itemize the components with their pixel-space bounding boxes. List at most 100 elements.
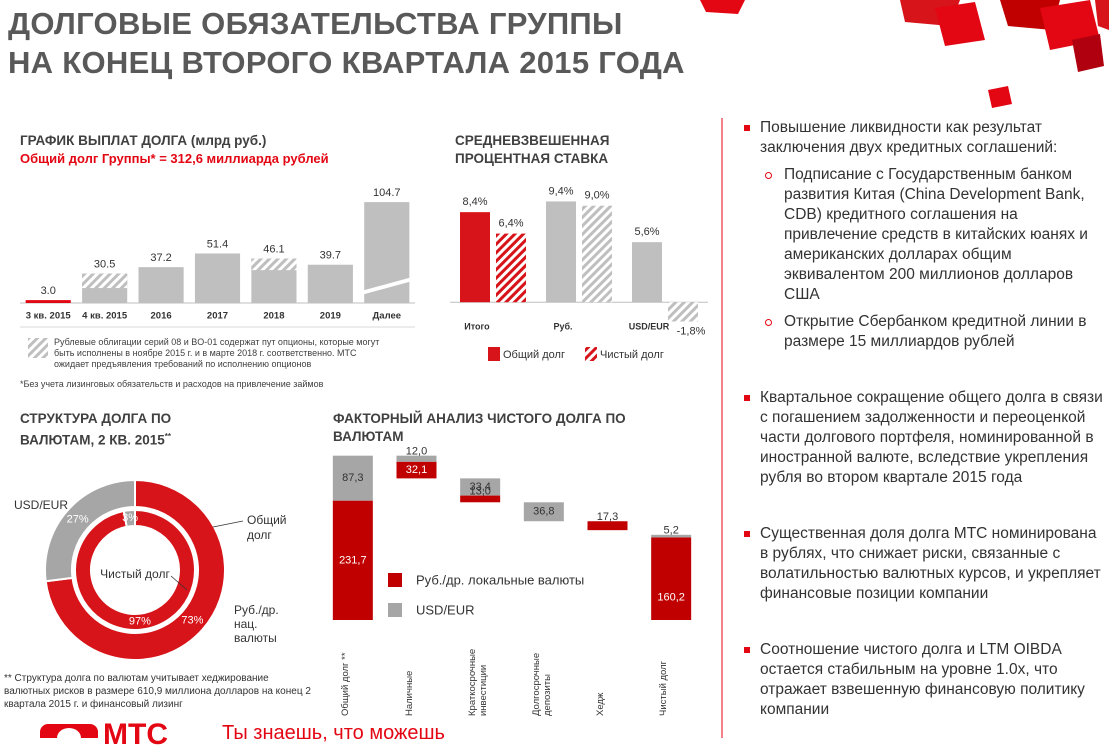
value-label: 46.1 (263, 243, 284, 255)
x-tick-label: Руб. (553, 321, 572, 331)
chart-title-text: СТРУКТУРА ДОЛГА ПО ВАЛЮТАМ, 2 КВ. 2015 (20, 411, 172, 448)
value-label: 97% (129, 616, 151, 628)
value-label: 32,1 (406, 464, 427, 476)
waterfall-segment (396, 461, 437, 479)
donut-segment (44, 478, 226, 661)
value-label: 12,0 (406, 446, 427, 458)
chart-title: ГРАФИК ВЫПЛАТ ДОЛГА (млрд руб.) (20, 132, 420, 150)
value-label: 27% (67, 513, 89, 525)
chart-title: ФАКТОРНЫЙ АНАЛИЗ ЧИСТОГО ДОЛГА ПО ВАЛЮТА… (333, 410, 663, 446)
bar (632, 242, 662, 303)
waterfall-segment (460, 495, 501, 503)
value-label: 39.7 (320, 250, 341, 262)
value-label: 231,7 (339, 555, 367, 567)
x-tick-label: 2018 (263, 311, 284, 322)
bullet-text: Квартальное сокращение общего долга в св… (760, 389, 1103, 486)
waterfall-segment (332, 455, 373, 501)
legend-label: Руб./др. локальные валюты (416, 572, 584, 587)
x-tick-label: 3 кв. 2015 (26, 311, 72, 322)
legend-label: Рублевые облигации серий 08 и BO-01 соде… (54, 337, 380, 369)
x-tick-label: Краткосрочные инвестиции (467, 648, 490, 716)
category-label: USD/EUR (14, 498, 69, 512)
value-label: 73% (181, 614, 203, 626)
bar (307, 264, 353, 303)
legend-swatch (488, 347, 500, 361)
waterfall-segment (587, 521, 628, 531)
x-tick-label: 4 кв. 2015 (82, 311, 128, 322)
leader-line (212, 520, 244, 528)
x-tick-label: 2016 (151, 311, 172, 322)
x-tick-label: Хедж (594, 692, 606, 716)
series-label: Общий долг (247, 513, 287, 542)
value-label: 5,6% (634, 226, 659, 238)
sub-bullet-text: Открытие Сбербанком кредитной линии в ра… (784, 313, 1087, 350)
leader-line (170, 575, 188, 591)
logo-text: МТС (103, 718, 168, 751)
title-line: ДОЛГОВЫЕ ОБЯЗАТЕЛЬСТВА ГРУППЫ (8, 6, 623, 41)
waterfall-segment (651, 534, 692, 538)
bar (460, 212, 490, 303)
x-tick-label: 2019 (320, 311, 341, 322)
bar (546, 201, 576, 303)
bar (668, 302, 698, 322)
slogan: Ты знаешь, что можешь (222, 722, 445, 744)
hatched-segment (82, 273, 128, 289)
x-tick-label: Наличные (403, 670, 415, 716)
value-label: 33,4 (469, 481, 490, 493)
donut-segment (122, 508, 136, 528)
legend-swatch (28, 338, 48, 358)
bullet-list: Повышение ликвидности как результат закл… (742, 118, 1104, 756)
chart-title-text: СРЕДНЕВЗВЕШЕННАЯ ПРОЦЕНТНАЯ СТАВКА (455, 133, 610, 166)
value-label: 36,8 (533, 506, 554, 518)
decor-cubes (700, 0, 1109, 108)
note: ** Структура долга по валютам учитывает … (4, 673, 311, 710)
bullet: Соотношение чистого долга и LTM OIBDA ос… (742, 640, 1104, 720)
value-label: 3% (122, 512, 138, 524)
title-line: НА КОНЕЦ ВТОРОГО КВАРТАЛА 2015 ГОДА (8, 45, 685, 80)
value-label: 51.4 (207, 238, 228, 250)
waterfall-segment (396, 455, 437, 462)
legend-label: USD/EUR (416, 602, 475, 617)
value-label: 87,3 (342, 472, 363, 484)
title-note-mark: ** (164, 432, 171, 441)
hatched-segment (251, 258, 297, 271)
sub-bullet: Открытие Сбербанком кредитной линии в ра… (760, 312, 1104, 352)
sub-bullet: Подписание с Государственным банком разв… (760, 165, 1104, 305)
axis-break (361, 277, 413, 295)
x-tick-label: Общий долг ** (339, 652, 351, 716)
value-label: 37.2 (150, 252, 171, 264)
bar (194, 253, 241, 303)
value-label: 17,3 (597, 511, 618, 523)
sub-bullet-text: Подписание с Государственным банком разв… (784, 166, 1088, 303)
bar (25, 300, 71, 303)
bar (138, 267, 184, 303)
x-tick-label: Чистый долг (658, 660, 670, 716)
page-title: ДОЛГОВЫЕ ОБЯЗАТЕЛЬСТВА ГРУППЫ НА КОНЕЦ В… (8, 4, 685, 82)
waterfall-segment (523, 502, 564, 522)
chart-subtitle: Общий долг Группы* = 312,6 миллиарда руб… (20, 151, 329, 166)
value-label: 13,0 (469, 485, 490, 497)
x-tick-label: Далее (373, 311, 402, 322)
value-label: 9,4% (548, 185, 573, 197)
bullet-text: Соотношение чистого долга и LTM OIBDA ос… (760, 641, 1085, 718)
chart-title: СТРУКТУРА ДОЛГА ПО ВАЛЮТАМ, 2 КВ. 2015** (20, 410, 210, 450)
value-label: 9,0% (584, 190, 609, 202)
bullet-text: Существенная доля долга МТС номинирована… (760, 525, 1101, 602)
chart-title-text: ФАКТОРНЫЙ АНАЛИЗ ЧИСТОГО ДОЛГА ПО ВАЛЮТА… (333, 411, 626, 444)
x-tick-label: Итого (464, 321, 490, 331)
page: {"title": ["ДОЛГОВЫЕ ОБЯЗАТЕЛЬСТВА ГРУПП… (4, 0, 1109, 751)
footnote: *Без учета лизинговых обязательств и рас… (20, 379, 324, 389)
x-tick-label: Долгосрочные депозиты (530, 652, 553, 716)
value-label: 5,2 (664, 525, 679, 537)
donut-segment (74, 508, 196, 631)
bullet: Квартальное сокращение общего долга в св… (742, 388, 1104, 488)
value-label: 104.7 (373, 187, 401, 199)
donut-segment (44, 478, 136, 583)
value-label: 30.5 (94, 259, 115, 271)
value-label: -1,8% (677, 325, 706, 337)
chart-title-text: ГРАФИК ВЫПЛАТ ДОЛГА (млрд руб.) (20, 133, 267, 148)
bar (582, 205, 612, 303)
category-label: Руб./др. нац. валюты (234, 603, 279, 645)
waterfall-segment (460, 478, 501, 496)
bullet-text: Повышение ликвидности как результат закл… (760, 119, 1058, 156)
